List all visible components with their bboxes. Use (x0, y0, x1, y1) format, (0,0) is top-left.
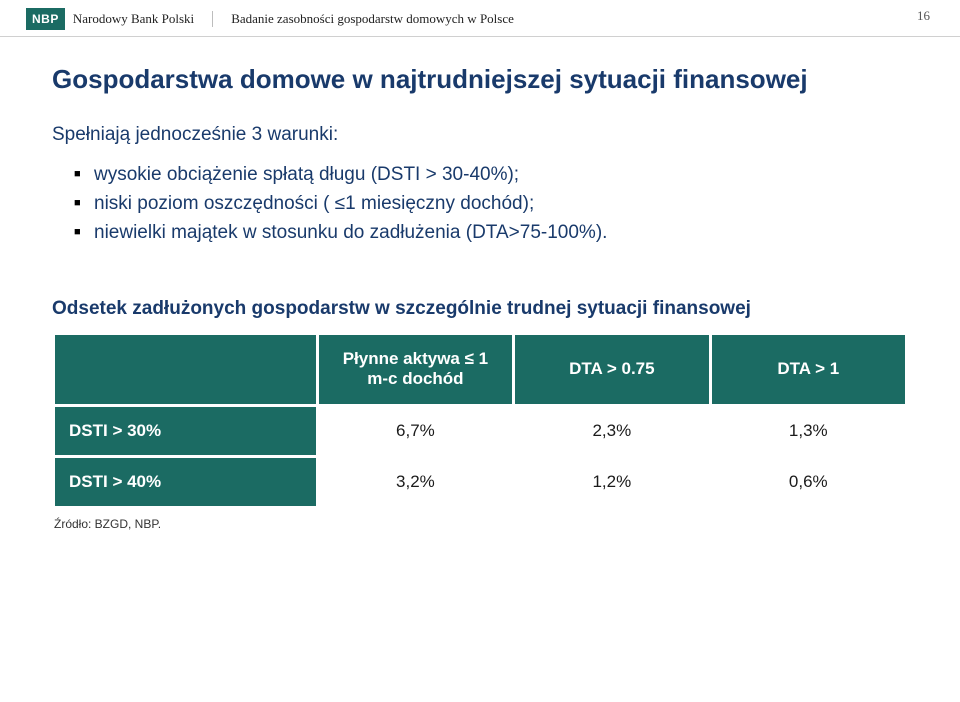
subtitle: Spełniają jednocześnie 3 warunki: (52, 124, 908, 146)
page-header: NBP Narodowy Bank Polski Badanie zasobno… (0, 0, 960, 37)
data-cell: 1,3% (712, 407, 905, 455)
content-area: Gospodarstwa domowe w najtrudniejszej sy… (0, 37, 960, 531)
header-cell: DTA > 0.75 (515, 335, 708, 404)
data-cell: 3,2% (319, 458, 512, 506)
header-line1: DTA > 1 (777, 359, 839, 378)
header-cell: Płynne aktywa ≤ 1 m-c dochód (319, 335, 512, 404)
header-blank (55, 335, 316, 404)
list-item: niski poziom oszczędności ( ≤1 miesięczn… (74, 189, 908, 218)
data-cell: 2,3% (515, 407, 708, 455)
row-label: DSTI > 40% (55, 458, 316, 506)
page-number: 16 (917, 8, 930, 24)
nbp-logo: NBP (26, 8, 65, 30)
table-header-row: Płynne aktywa ≤ 1 m-c dochód DTA > 0.75 … (55, 335, 905, 404)
page-title: Gospodarstwa domowe w najtrudniejszej sy… (52, 63, 908, 96)
list-item: wysokie obciążenie spłatą długu (DSTI > … (74, 160, 908, 189)
table-row: DSTI > 30% 6,7% 2,3% 1,3% (55, 407, 905, 455)
list-item: niewielki majątek w stosunku do zadłużen… (74, 218, 908, 247)
criteria-list: wysokie obciążenie spłatą długu (DSTI > … (52, 160, 908, 248)
header-line1: Płynne aktywa ≤ 1 (343, 349, 488, 368)
header-line1: DTA > 0.75 (569, 359, 655, 378)
header-cell: DTA > 1 (712, 335, 905, 404)
table-row: DSTI > 40% 3,2% 1,2% 0,6% (55, 458, 905, 506)
data-table: Płynne aktywa ≤ 1 m-c dochód DTA > 0.75 … (52, 332, 908, 509)
table-title: Odsetek zadłużonych gospodarstw w szczeg… (52, 298, 908, 320)
doc-title: Badanie zasobności gospodarstw domowych … (231, 11, 514, 27)
row-label: DSTI > 30% (55, 407, 316, 455)
data-cell: 6,7% (319, 407, 512, 455)
source-note: Źródło: BZGD, NBP. (52, 517, 908, 531)
data-cell: 0,6% (712, 458, 905, 506)
header-line2: m-c dochód (325, 369, 506, 389)
data-cell: 1,2% (515, 458, 708, 506)
bank-name: Narodowy Bank Polski (73, 11, 213, 27)
